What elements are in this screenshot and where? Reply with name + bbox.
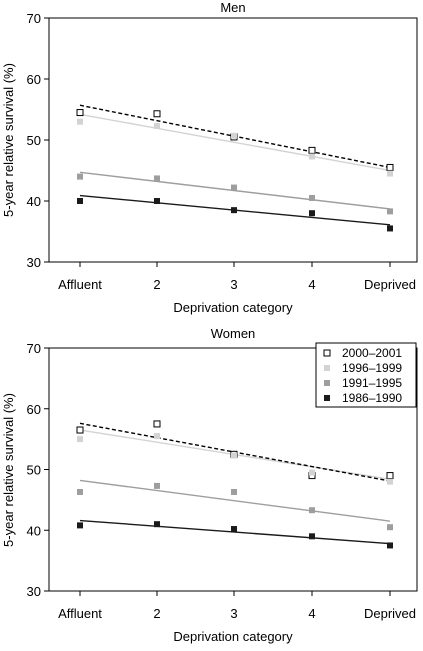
panel-1-x-tick-label: 4	[308, 277, 315, 292]
panel-1-point-series-2	[77, 118, 83, 125]
panel-2-legend-label-2: 1996–1999	[342, 361, 402, 375]
panel-1-point-series-1	[76, 109, 84, 117]
panel-1-point-series-4	[77, 198, 83, 204]
panel-1-point-series-3	[387, 208, 393, 215]
panel-2-point-series-1	[386, 472, 394, 480]
panel-1-y-tick-label: 30	[27, 255, 41, 270]
panel-1-trend-line-2	[79, 113, 391, 172]
panel-2-legend-label-3: 1991–1995	[342, 376, 402, 390]
panel-1-point-series-1	[153, 110, 161, 118]
panel-2-legend-marker-2	[324, 365, 330, 371]
panel-2-x-axis-title: Deprivation category	[173, 629, 293, 644]
panel-2-point-series-2	[231, 452, 237, 459]
panel-1-x-tick-label: Affluent	[58, 277, 102, 292]
panel-1-trend-line-3	[79, 171, 391, 210]
panel-2-x-tick-label: Affluent	[58, 606, 102, 621]
panel-1-x-tick-label: 3	[230, 277, 237, 292]
panel-2-point-series-3	[231, 488, 237, 495]
panel-1-x-tick-label: 2	[153, 277, 160, 292]
panel-1-point-series-3	[154, 175, 160, 182]
panel-1-y-tick-label: 40	[27, 194, 41, 209]
panel-1-point-series-4	[309, 210, 315, 217]
panel-2-point-series-3	[309, 507, 315, 514]
panel-2-point-series-3	[77, 488, 83, 495]
panel-2-x-tick-label: 4	[308, 606, 315, 621]
panel-2-x-tick-label: Deprived	[364, 606, 416, 621]
panel-2-point-series-3	[154, 482, 160, 489]
panel-1-point-series-1	[386, 163, 394, 171]
panel-1-point-series-4	[231, 207, 237, 214]
panel-2-point-series-1	[76, 426, 84, 434]
panel-1-y-tick-label: 60	[27, 72, 41, 87]
panel-1-point-series-3	[309, 194, 315, 201]
panel-1-title: Men	[220, 0, 245, 15]
panel-1-y-axis-title: 5-year relative survival (%)	[1, 63, 16, 217]
panel-2-point-series-3	[387, 524, 393, 531]
panel-2: Women 30 40 50 60 70 Affluent 2 3 4 Deprived Depriv…	[1, 326, 418, 644]
panel-1-point-series-4	[387, 225, 393, 232]
panel-2-trend-line-3	[79, 479, 391, 522]
panel-1-point-series-4	[154, 198, 160, 204]
panel-2-point-series-4	[77, 522, 83, 529]
panel-1-point-series-1	[308, 146, 316, 154]
panel-1-point-series-2	[309, 153, 315, 160]
panel-2-point-series-2	[309, 469, 315, 476]
panel-1-point-series-2	[387, 170, 393, 177]
panel-2-legend-label-1: 2000–2001	[342, 346, 402, 360]
panel-2-legend-label-4: 1986–1990	[342, 391, 402, 405]
panel-1-y-tick-label: 50	[27, 133, 41, 148]
panel-2-y-tick-label: 50	[27, 463, 41, 478]
panel-1-x-tick-label: Deprived	[364, 277, 416, 292]
panel-2-legend-marker-1	[323, 349, 331, 357]
panel-2-y-tick-label: 60	[27, 402, 41, 417]
panel-2-y-tick-label: 40	[27, 523, 41, 538]
panel-2-legend-marker-4	[324, 395, 330, 401]
panel-2-x-tick-label: 2	[153, 606, 160, 621]
panel-2-point-series-2	[154, 433, 160, 440]
panel-2-point-series-1	[153, 420, 161, 428]
panel-2-legend-marker-3	[324, 380, 330, 386]
panel-1-point-series-2	[154, 122, 160, 129]
panel-2-y-tick-label: 30	[27, 584, 41, 599]
panel-1-x-axis-title: Deprivation category	[173, 300, 293, 315]
panel-1-y-tick-label: 70	[27, 11, 41, 26]
panel-2-point-series-4	[387, 542, 393, 549]
panel-2-point-series-2	[387, 478, 393, 485]
panel-1-point-series-3	[77, 173, 83, 180]
panel-2-x-tick-label: 3	[230, 606, 237, 621]
panel-2-legend-box	[315, 342, 417, 408]
panel-1: Men 30 40 50 60 70 Affluent 2 3 4 Deprived Deprivat…	[1, 0, 418, 315]
panel-2-y-tick-label: 70	[27, 341, 41, 356]
panel-2-trend-line-4	[79, 519, 391, 545]
panel-1-point-series-2	[231, 132, 237, 139]
panel-2-title: Women	[211, 326, 256, 341]
panel-2-point-series-4	[309, 533, 315, 540]
panel-1-point-series-3	[231, 184, 237, 191]
panel-2-point-series-4	[154, 521, 160, 528]
panel-2-y-axis-title: 5-year relative survival (%)	[1, 393, 16, 547]
panel-2-point-series-4	[231, 526, 237, 533]
panel-2-point-series-2	[77, 436, 83, 443]
